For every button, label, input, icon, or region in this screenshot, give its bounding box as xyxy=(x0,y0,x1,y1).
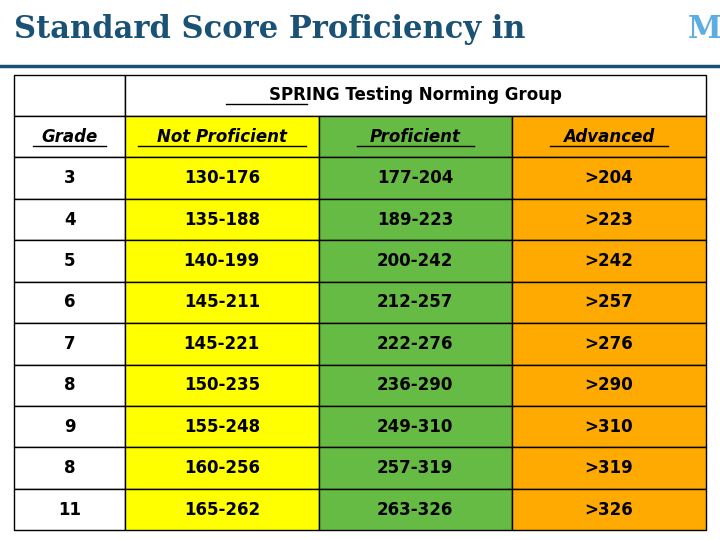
Text: SPRING Testing Norming Group: SPRING Testing Norming Group xyxy=(269,86,562,104)
FancyBboxPatch shape xyxy=(125,323,318,364)
Text: 9: 9 xyxy=(64,418,76,436)
Text: Not Proficient: Not Proficient xyxy=(157,127,287,146)
Text: >257: >257 xyxy=(585,293,633,312)
FancyBboxPatch shape xyxy=(125,406,318,448)
Text: 155-248: 155-248 xyxy=(184,418,260,436)
Text: 249-310: 249-310 xyxy=(377,418,454,436)
FancyBboxPatch shape xyxy=(512,199,706,240)
FancyBboxPatch shape xyxy=(14,489,125,530)
FancyBboxPatch shape xyxy=(318,116,512,157)
Text: 8: 8 xyxy=(64,376,76,394)
FancyBboxPatch shape xyxy=(125,75,706,116)
Text: Proficient: Proficient xyxy=(370,127,461,146)
Text: 160-256: 160-256 xyxy=(184,459,260,477)
Text: 4: 4 xyxy=(64,211,76,228)
Text: 130-176: 130-176 xyxy=(184,169,260,187)
FancyBboxPatch shape xyxy=(125,157,318,199)
Text: >326: >326 xyxy=(585,501,633,518)
FancyBboxPatch shape xyxy=(512,240,706,282)
FancyBboxPatch shape xyxy=(512,157,706,199)
Text: Advanced: Advanced xyxy=(563,127,654,146)
FancyBboxPatch shape xyxy=(318,406,512,448)
Text: Grade: Grade xyxy=(42,127,98,146)
Text: 7: 7 xyxy=(64,335,76,353)
Text: >290: >290 xyxy=(585,376,633,394)
FancyBboxPatch shape xyxy=(512,489,706,530)
FancyBboxPatch shape xyxy=(14,448,125,489)
FancyBboxPatch shape xyxy=(125,448,318,489)
FancyBboxPatch shape xyxy=(14,240,125,282)
FancyBboxPatch shape xyxy=(125,364,318,406)
FancyBboxPatch shape xyxy=(125,199,318,240)
Text: 5: 5 xyxy=(64,252,76,270)
Text: 135-188: 135-188 xyxy=(184,211,260,228)
FancyBboxPatch shape xyxy=(318,157,512,199)
FancyBboxPatch shape xyxy=(318,240,512,282)
FancyBboxPatch shape xyxy=(318,489,512,530)
Text: 140-199: 140-199 xyxy=(184,252,260,270)
FancyBboxPatch shape xyxy=(14,282,125,323)
FancyBboxPatch shape xyxy=(318,199,512,240)
FancyBboxPatch shape xyxy=(125,116,318,157)
Text: 263-326: 263-326 xyxy=(377,501,454,518)
Text: Not Proficient: Not Proficient xyxy=(157,127,287,146)
Text: 189-223: 189-223 xyxy=(377,211,454,228)
FancyBboxPatch shape xyxy=(512,448,706,489)
Text: 222-276: 222-276 xyxy=(377,335,454,353)
FancyBboxPatch shape xyxy=(14,323,125,364)
Text: Grade: Grade xyxy=(42,127,98,146)
Text: Proficient: Proficient xyxy=(370,127,461,146)
Text: 145-221: 145-221 xyxy=(184,335,260,353)
Text: >223: >223 xyxy=(585,211,634,228)
FancyBboxPatch shape xyxy=(14,406,125,448)
FancyBboxPatch shape xyxy=(125,489,318,530)
Text: Mathematics: Mathematics xyxy=(688,14,720,45)
FancyBboxPatch shape xyxy=(125,282,318,323)
Text: >242: >242 xyxy=(585,252,634,270)
FancyBboxPatch shape xyxy=(512,116,706,157)
Text: 145-211: 145-211 xyxy=(184,293,260,312)
Text: >310: >310 xyxy=(585,418,633,436)
Text: 8: 8 xyxy=(64,459,76,477)
FancyBboxPatch shape xyxy=(14,157,125,199)
Text: 6: 6 xyxy=(64,293,76,312)
Text: 3: 3 xyxy=(64,169,76,187)
Text: 177-204: 177-204 xyxy=(377,169,454,187)
Text: 200-242: 200-242 xyxy=(377,252,454,270)
FancyBboxPatch shape xyxy=(14,116,125,157)
Text: Advanced: Advanced xyxy=(563,127,654,146)
FancyBboxPatch shape xyxy=(318,323,512,364)
FancyBboxPatch shape xyxy=(14,364,125,406)
FancyBboxPatch shape xyxy=(318,364,512,406)
Text: 257-319: 257-319 xyxy=(377,459,454,477)
Text: 212-257: 212-257 xyxy=(377,293,454,312)
FancyBboxPatch shape xyxy=(512,364,706,406)
FancyBboxPatch shape xyxy=(318,448,512,489)
Text: 236-290: 236-290 xyxy=(377,376,454,394)
FancyBboxPatch shape xyxy=(318,282,512,323)
FancyBboxPatch shape xyxy=(14,75,125,116)
Text: 150-235: 150-235 xyxy=(184,376,260,394)
FancyBboxPatch shape xyxy=(512,282,706,323)
Text: >204: >204 xyxy=(585,169,633,187)
FancyBboxPatch shape xyxy=(512,323,706,364)
Text: 165-262: 165-262 xyxy=(184,501,260,518)
FancyBboxPatch shape xyxy=(14,199,125,240)
Text: 11: 11 xyxy=(58,501,81,518)
FancyBboxPatch shape xyxy=(512,406,706,448)
Text: >319: >319 xyxy=(585,459,633,477)
FancyBboxPatch shape xyxy=(125,240,318,282)
Text: >276: >276 xyxy=(585,335,633,353)
Text: Standard Score Proficiency in: Standard Score Proficiency in xyxy=(14,14,536,45)
